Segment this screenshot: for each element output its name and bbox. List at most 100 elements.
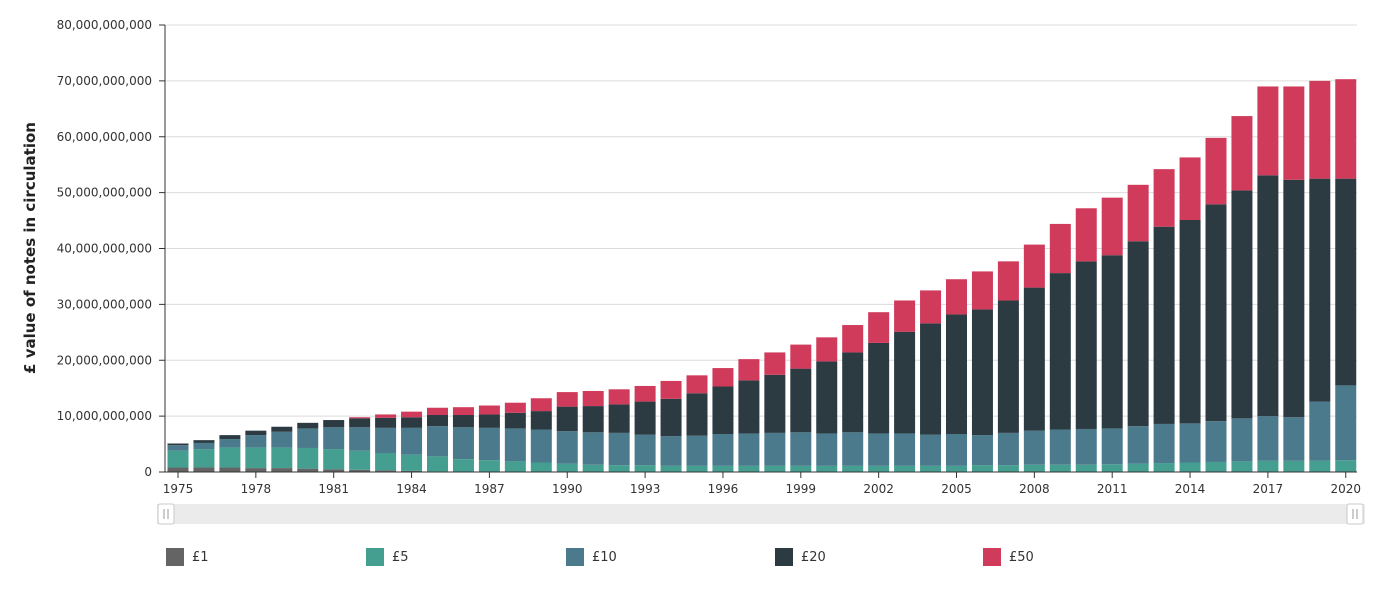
bar-segment[interactable] [634, 385, 656, 402]
bar-segment[interactable] [816, 465, 838, 472]
bar-segment[interactable] [193, 440, 215, 443]
bar-segment[interactable] [401, 427, 423, 455]
bar-segment[interactable] [686, 375, 708, 394]
bar-segment[interactable] [790, 432, 812, 466]
bar-segment[interactable] [297, 422, 319, 429]
bar-segment[interactable] [375, 470, 397, 472]
bar-segment[interactable] [1309, 401, 1331, 461]
bar-segment[interactable] [868, 342, 890, 434]
bar-segment[interactable] [738, 380, 760, 434]
bar-segment[interactable] [1231, 190, 1253, 419]
bar-segment[interactable] [1283, 460, 1305, 472]
bar-segment[interactable] [764, 432, 786, 466]
bar-segment[interactable] [1075, 428, 1097, 465]
bar-segment[interactable] [1101, 464, 1123, 472]
bar-segment[interactable] [297, 447, 319, 469]
bar-segment[interactable] [920, 465, 942, 472]
bar-segment[interactable] [1101, 255, 1123, 429]
bar-segment[interactable] [504, 402, 526, 413]
bar-segment[interactable] [1127, 426, 1149, 464]
bar-segment[interactable] [375, 414, 397, 418]
bar-segment[interactable] [920, 434, 942, 466]
bar-segment[interactable] [842, 432, 864, 466]
bar-segment[interactable] [582, 390, 604, 407]
bar-segment[interactable] [193, 467, 215, 472]
bar-segment[interactable] [245, 430, 267, 436]
bar-segment[interactable] [323, 427, 345, 450]
bar-segment[interactable] [1075, 261, 1097, 429]
bar-segment[interactable] [349, 469, 371, 472]
bar-segment[interactable] [219, 447, 241, 468]
bar-segment[interactable] [686, 465, 708, 472]
bar-segment[interactable] [452, 415, 474, 428]
bar-segment[interactable] [452, 427, 474, 460]
bar-segment[interactable] [816, 337, 838, 362]
bar-segment[interactable] [712, 368, 734, 387]
bar-segment[interactable] [530, 462, 552, 472]
bar-segment[interactable] [764, 352, 786, 375]
bar-segment[interactable] [920, 290, 942, 324]
bar-segment[interactable] [1205, 204, 1227, 422]
bar-segment[interactable] [504, 412, 526, 429]
bar-segment[interactable] [997, 300, 1019, 433]
bar-segment[interactable] [1335, 460, 1357, 472]
bar-segment[interactable] [1335, 178, 1357, 386]
bar-segment[interactable] [582, 406, 604, 433]
bar-segment[interactable] [1309, 80, 1331, 179]
bar-segment[interactable] [349, 427, 371, 451]
bar-segment[interactable] [452, 407, 474, 416]
bar-segment[interactable] [1101, 428, 1123, 465]
bar-segment[interactable] [946, 279, 967, 315]
bar-segment[interactable] [1153, 226, 1175, 424]
bar-segment[interactable] [582, 464, 604, 472]
scrollbar-right-handle[interactable] [1346, 503, 1364, 525]
bar-segment[interactable] [478, 405, 500, 415]
bar-segment[interactable] [219, 439, 241, 448]
bar-segment[interactable] [686, 393, 708, 436]
bar-segment[interactable] [1283, 86, 1305, 180]
legend-item-50[interactable]: £50 [983, 548, 1034, 566]
bar-segment[interactable] [556, 463, 578, 472]
bar-segment[interactable] [167, 450, 189, 468]
bar-segment[interactable] [712, 434, 734, 466]
bar-segment[interactable] [842, 325, 864, 353]
bar-segment[interactable] [1179, 423, 1201, 463]
bar-segment[interactable] [401, 454, 423, 471]
bar-segment[interactable] [790, 465, 812, 472]
bar-segment[interactable] [1023, 430, 1045, 465]
bar-segment[interactable] [1049, 464, 1071, 472]
bar-segment[interactable] [1153, 169, 1175, 227]
bar-segment[interactable] [1283, 179, 1305, 418]
bar-segment[interactable] [401, 411, 423, 418]
bar-segment[interactable] [842, 352, 864, 433]
legend-item-1[interactable]: £1 [166, 548, 209, 566]
bar-segment[interactable] [997, 261, 1019, 301]
bar-segment[interactable] [1049, 273, 1071, 430]
bar-segment[interactable] [245, 435, 267, 448]
bar-segment[interactable] [1257, 175, 1279, 417]
bar-segment[interactable] [427, 407, 448, 416]
legend-item-10[interactable]: £10 [566, 548, 617, 566]
bar-segment[interactable] [608, 404, 630, 433]
bar-segment[interactable] [349, 418, 371, 428]
legend-item-20[interactable]: £20 [775, 548, 826, 566]
bar-segment[interactable] [634, 401, 656, 435]
bar-segment[interactable] [997, 465, 1019, 472]
bar-segment[interactable] [193, 449, 215, 468]
bar-segment[interactable] [167, 443, 189, 446]
bar-segment[interactable] [660, 380, 682, 399]
bar-segment[interactable] [375, 453, 397, 471]
bar-segment[interactable] [1127, 463, 1149, 472]
bar-segment[interactable] [1023, 464, 1045, 472]
bar-segment[interactable] [1101, 197, 1123, 256]
bar-segment[interactable] [245, 468, 267, 472]
bar-segment[interactable] [1205, 137, 1227, 205]
bar-segment[interactable] [971, 435, 993, 466]
bar-segment[interactable] [1049, 429, 1071, 465]
bar-segment[interactable] [297, 428, 319, 448]
bar-segment[interactable] [427, 426, 448, 457]
bar-segment[interactable] [868, 433, 890, 466]
bar-segment[interactable] [323, 420, 345, 428]
bar-segment[interactable] [349, 450, 371, 470]
bar-segment[interactable] [401, 470, 423, 472]
